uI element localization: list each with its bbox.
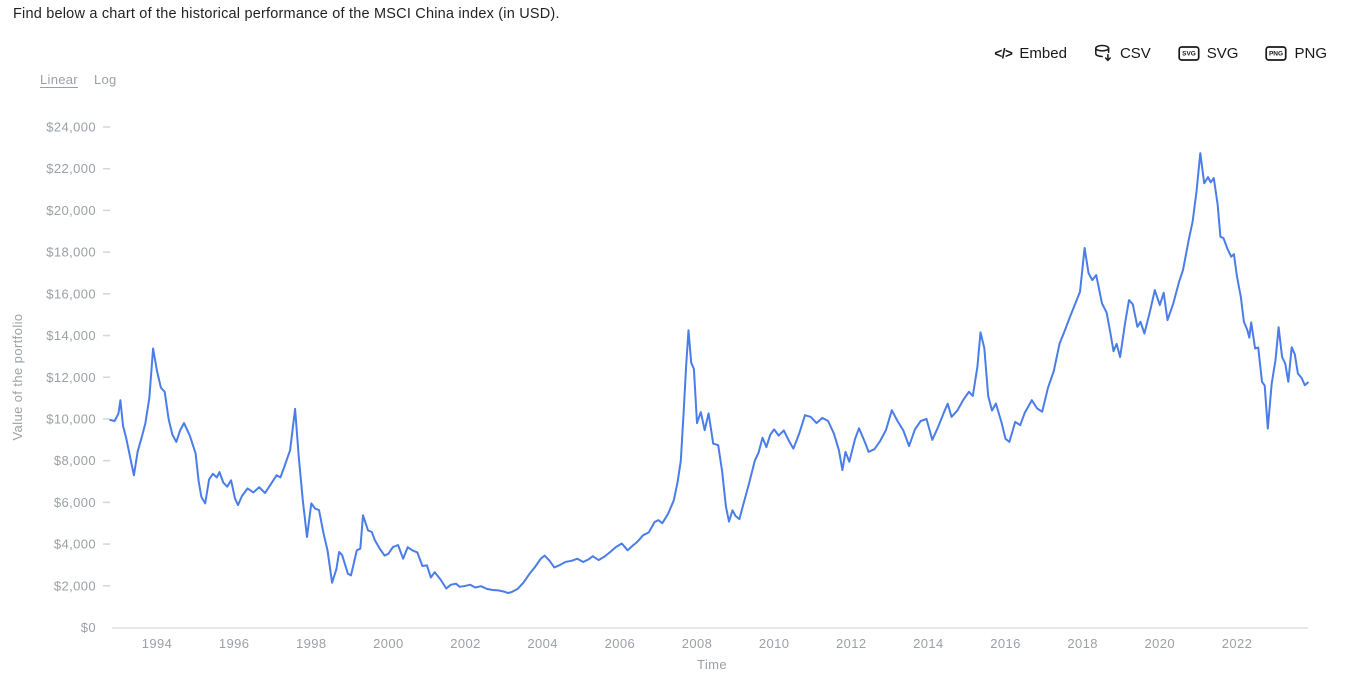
x-tick-label: 2000: [373, 636, 404, 651]
y-axis-title: Value of the portfolio: [10, 313, 25, 440]
svg-button-label: SVG: [1206, 45, 1239, 62]
y-tick-label: $10,000: [46, 411, 96, 426]
x-tick-label: 2018: [1067, 636, 1098, 651]
x-tick-label: 2022: [1222, 636, 1253, 651]
x-tick-label: 2006: [605, 636, 636, 651]
x-axis-title: Time: [697, 657, 727, 672]
database-download-icon: [1094, 44, 1113, 63]
png-file-badge-icon: PNG: [1265, 44, 1288, 63]
svg-text:PNG: PNG: [1269, 51, 1283, 58]
y-tick-label: $0: [81, 620, 96, 635]
code-embed-icon: </>: [994, 46, 1013, 61]
svg-text:SVG: SVG: [1182, 51, 1196, 58]
x-tick-label: 2014: [913, 636, 944, 651]
scale-option-log[interactable]: Log: [93, 72, 117, 87]
y-tick-label: $14,000: [46, 328, 96, 343]
y-tick-label: $16,000: [46, 286, 96, 301]
page-title: Find below a chart of the historical per…: [13, 6, 560, 22]
embed-button-label: Embed: [1019, 45, 1067, 62]
chart-line-msci-china[interactable]: [109, 152, 1309, 595]
scale-toggle: Linear Log: [40, 72, 117, 87]
y-tick-label: $22,000: [46, 161, 96, 176]
png-download-button[interactable]: PNG PNG: [1265, 44, 1327, 63]
svg-download-button[interactable]: SVG SVG: [1178, 44, 1239, 63]
y-tick-label: $2,000: [54, 578, 96, 593]
y-tick-label: $20,000: [46, 203, 96, 218]
y-tick-label: $4,000: [54, 537, 96, 552]
y-tick-label: $6,000: [54, 495, 96, 510]
x-tick-label: 2004: [527, 636, 558, 651]
scale-option-linear[interactable]: Linear: [40, 72, 78, 87]
y-tick-label: $8,000: [54, 453, 96, 468]
y-tick-label: $24,000: [46, 120, 96, 135]
y-tick-label: $18,000: [46, 245, 96, 260]
export-toolbar: </> Embed CSV SVG SVG PNG: [994, 44, 1327, 63]
x-tick-label: 2010: [759, 636, 790, 651]
x-tick-label: 2020: [1145, 636, 1176, 651]
svg-file-badge-icon: SVG: [1178, 44, 1200, 63]
embed-button[interactable]: </> Embed: [994, 45, 1067, 62]
x-tick-label: 2012: [836, 636, 867, 651]
csv-download-button[interactable]: CSV: [1094, 44, 1151, 63]
y-tick-label: $12,000: [46, 370, 96, 385]
x-tick-label: 1994: [142, 636, 173, 651]
x-tick-label: 1998: [296, 636, 327, 651]
x-tick-label: 2002: [450, 636, 481, 651]
x-tick-label: 2016: [990, 636, 1021, 651]
x-tick-label: 2008: [682, 636, 713, 651]
csv-button-label: CSV: [1119, 45, 1151, 62]
png-button-label: PNG: [1294, 45, 1327, 62]
x-tick-label: 1996: [219, 636, 250, 651]
